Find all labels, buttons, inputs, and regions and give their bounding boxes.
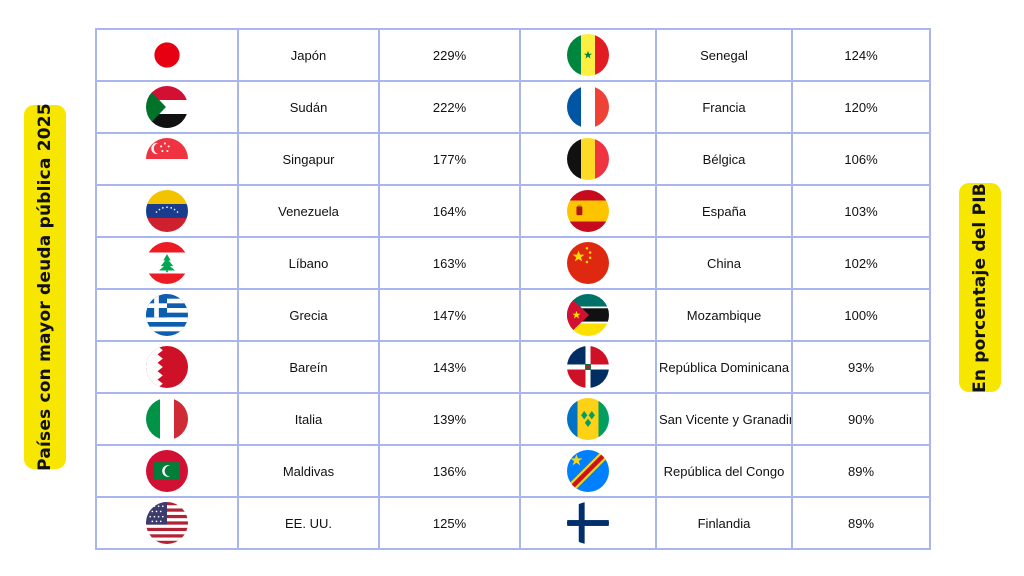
side-label-left-text: Países con mayor deuda pública 2025: [35, 103, 56, 471]
table-row: EE. UU. 125% Finlandia 89%: [95, 496, 931, 550]
country-name: Senegal: [655, 28, 793, 82]
flag-cell: [519, 496, 657, 550]
table-row: Sudán 222% Francia 120%: [95, 80, 931, 134]
debt-value: 124%: [791, 28, 931, 82]
flag-cell: [519, 392, 657, 446]
country-name: Finlandia: [655, 496, 793, 550]
country-name: Grecia: [237, 288, 380, 342]
flag-cell: [95, 496, 239, 550]
debt-table-container: Japón 229% Senegal 124% Sudán 222% Francia 120%…: [95, 28, 931, 550]
flag-cell: [95, 184, 239, 238]
usa-flag-icon: [146, 502, 188, 544]
table-row: Singapur 177% Bélgica 106%: [95, 132, 931, 186]
debt-value: 93%: [791, 340, 931, 394]
sudan-flag-icon: [146, 86, 188, 128]
debt-value: 136%: [378, 444, 521, 498]
debt-value: 89%: [791, 444, 931, 498]
mozambique-flag-icon: [567, 294, 609, 336]
country-name: Venezuela: [237, 184, 380, 238]
flag-cell: [519, 444, 657, 498]
flag-cell: [519, 340, 657, 394]
debt-value: 120%: [791, 80, 931, 134]
maldives-flag-icon: [146, 450, 188, 492]
country-name: Singapur: [237, 132, 380, 186]
country-name: Bareín: [237, 340, 380, 394]
debt-value: 163%: [378, 236, 521, 290]
country-name: República Dominicana: [655, 340, 793, 394]
country-name: República del Congo: [655, 444, 793, 498]
side-label-right-text: En porcentaje del PIB: [970, 182, 990, 393]
flag-cell: [95, 340, 239, 394]
senegal-flag-icon: [567, 34, 609, 76]
flag-cell: [519, 236, 657, 290]
debt-value: 147%: [378, 288, 521, 342]
country-name: Japón: [237, 28, 380, 82]
flag-cell: [519, 132, 657, 186]
dominican-republic-flag-icon: [567, 346, 609, 388]
dr-congo-flag-icon: [567, 450, 609, 492]
flag-cell: [95, 444, 239, 498]
debt-value: 222%: [378, 80, 521, 134]
japan-flag-icon: [146, 34, 188, 76]
italy-flag-icon: [146, 398, 188, 440]
flag-cell: [95, 80, 239, 134]
flag-cell: [519, 184, 657, 238]
debt-value: 102%: [791, 236, 931, 290]
side-label-left: Países con mayor deuda pública 2025: [24, 103, 66, 471]
debt-value: 103%: [791, 184, 931, 238]
flag-cell: [95, 132, 239, 186]
belgium-flag-icon: [567, 138, 609, 180]
flag-cell: [519, 80, 657, 134]
flag-cell: [95, 236, 239, 290]
country-name: Maldivas: [237, 444, 380, 498]
country-name: China: [655, 236, 793, 290]
china-flag-icon: [567, 242, 609, 284]
country-name: España: [655, 184, 793, 238]
country-name: EE. UU.: [237, 496, 380, 550]
country-name: Bélgica: [655, 132, 793, 186]
country-name: Francia: [655, 80, 793, 134]
country-name: San Vicente y Granadinas: [655, 392, 793, 446]
debt-value: 143%: [378, 340, 521, 394]
country-name: Sudán: [237, 80, 380, 134]
flag-cell: [519, 28, 657, 82]
table-row: Grecia 147% Mozambique 100%: [95, 288, 931, 342]
greece-flag-icon: [146, 294, 188, 336]
debt-value: 125%: [378, 496, 521, 550]
debt-value: 164%: [378, 184, 521, 238]
debt-value: 177%: [378, 132, 521, 186]
country-name: Italia: [237, 392, 380, 446]
flag-cell: [519, 288, 657, 342]
table-row: Japón 229% Senegal 124%: [95, 28, 931, 82]
debt-value: 229%: [378, 28, 521, 82]
side-label-right: En porcentaje del PIB: [959, 183, 1001, 392]
debt-table: Japón 229% Senegal 124% Sudán 222% Francia 120%…: [95, 28, 931, 550]
flag-cell: [95, 28, 239, 82]
debt-value: 106%: [791, 132, 931, 186]
table-row: Líbano 163% China 102%: [95, 236, 931, 290]
debt-value: 139%: [378, 392, 521, 446]
venezuela-flag-icon: [146, 190, 188, 232]
country-name: Mozambique: [655, 288, 793, 342]
debt-value: 100%: [791, 288, 931, 342]
bahrain-flag-icon: [146, 346, 188, 388]
table-row: Maldivas 136% República del Congo 89%: [95, 444, 931, 498]
debt-value: 89%: [791, 496, 931, 550]
table-row: Venezuela 164% España 103%: [95, 184, 931, 238]
singapore-flag-icon: [146, 138, 188, 180]
table-row: Bareín 143% República Dominicana 93%: [95, 340, 931, 394]
lebanon-flag-icon: [146, 242, 188, 284]
flag-cell: [95, 392, 239, 446]
spain-flag-icon: [567, 190, 609, 232]
finland-flag-icon: [567, 502, 609, 544]
country-name: Líbano: [237, 236, 380, 290]
flag-cell: [95, 288, 239, 342]
saint-vincent-flag-icon: [567, 398, 609, 440]
debt-value: 90%: [791, 392, 931, 446]
france-flag-icon: [567, 86, 609, 128]
